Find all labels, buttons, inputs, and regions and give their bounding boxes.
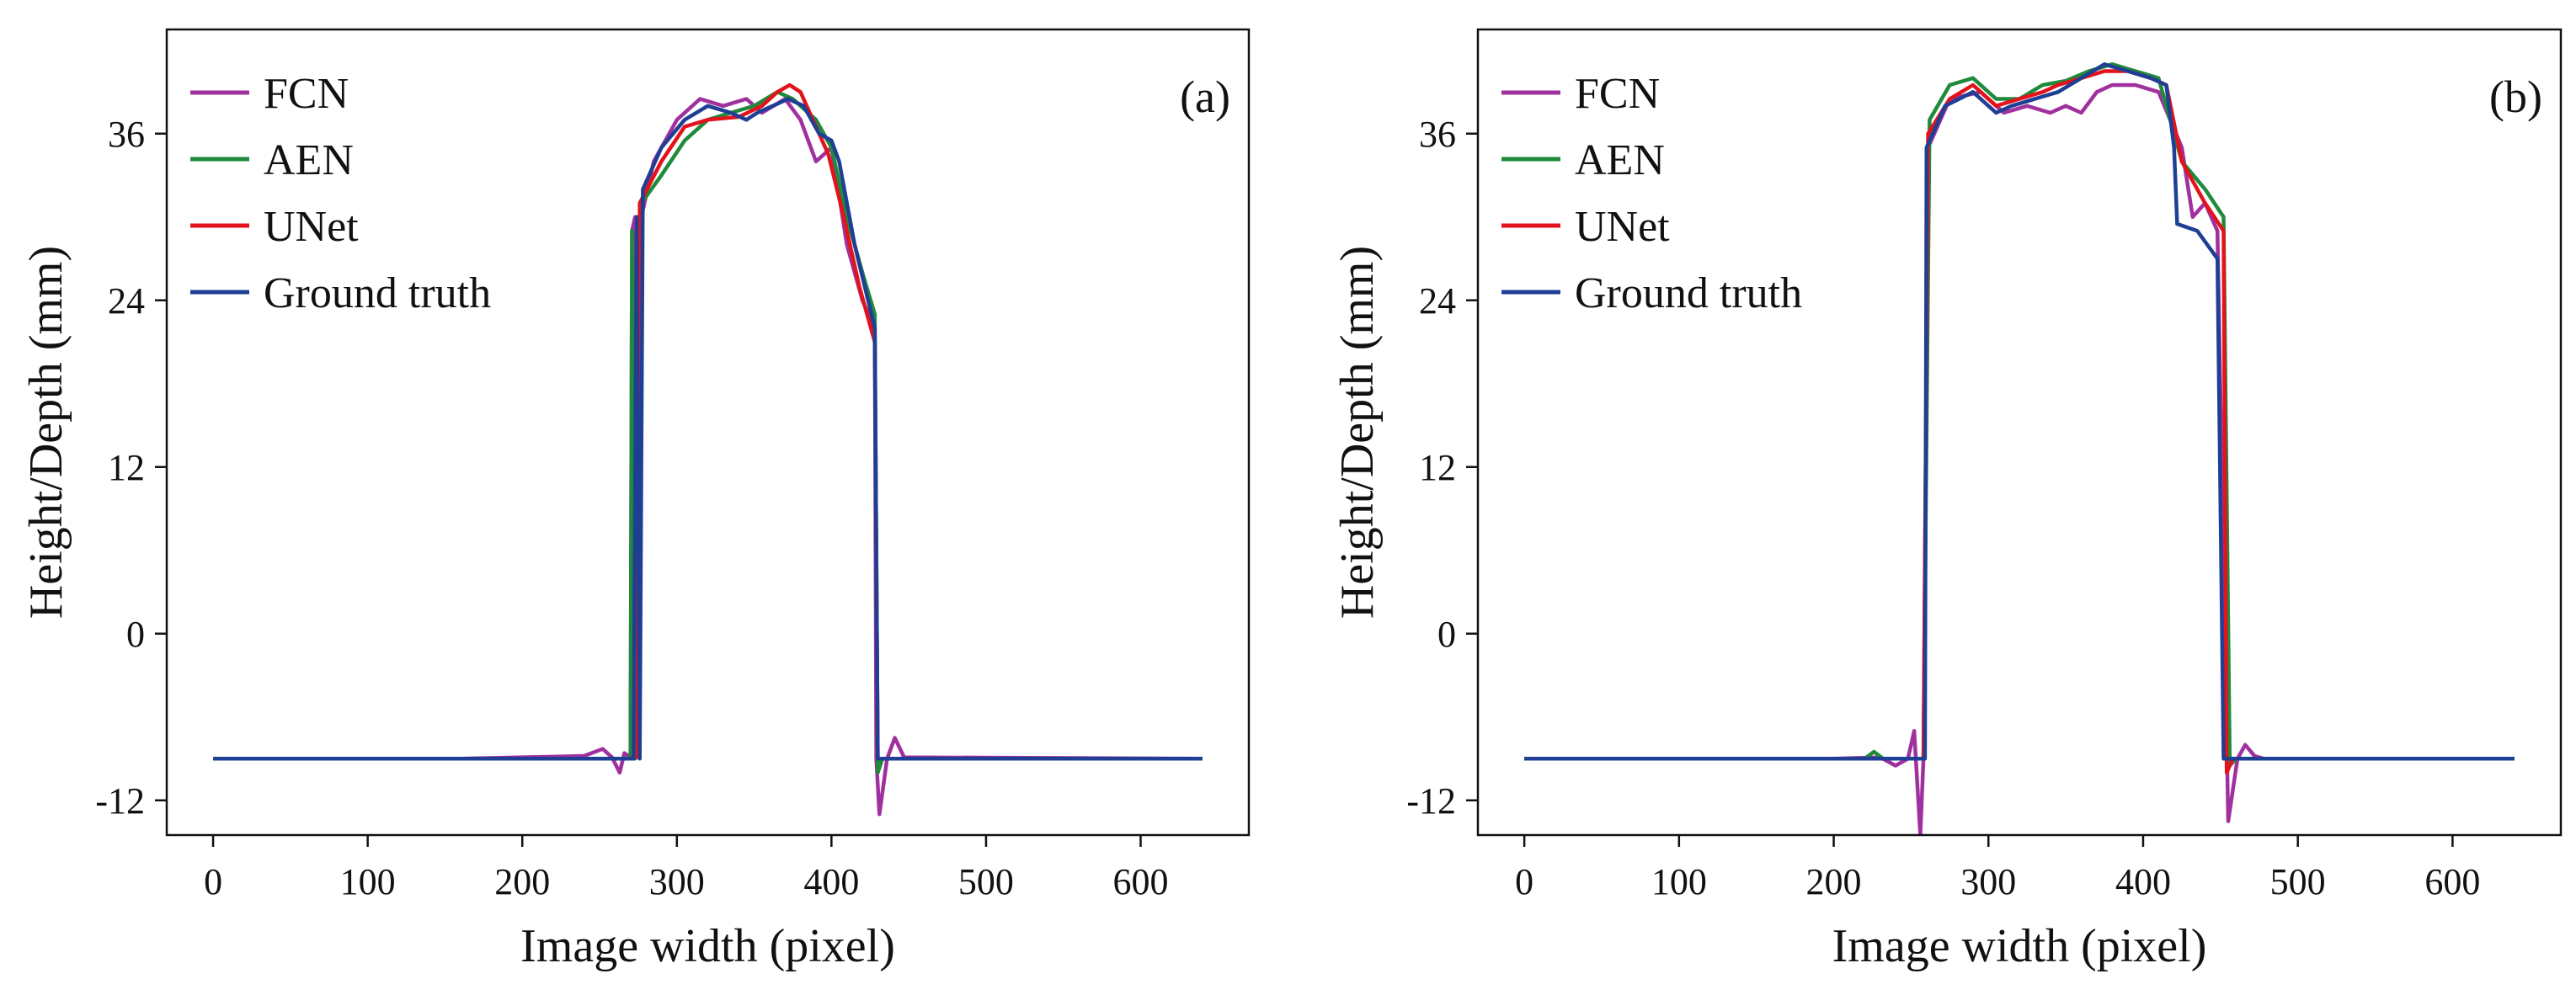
x-tick-label: 400 <box>2115 861 2171 902</box>
x-axis-label: Image width (pixel) <box>520 920 895 972</box>
x-tick-label: 300 <box>649 861 705 902</box>
series-line-unet <box>213 82 1203 761</box>
x-tick-label: 500 <box>958 861 1014 902</box>
y-tick-label: -12 <box>95 780 145 822</box>
y-axis-label: Height/Depth (mm) <box>20 246 72 619</box>
y-tick-label: 0 <box>126 614 145 655</box>
legend-entry: FCN <box>264 70 349 118</box>
y-tick-label: 0 <box>1437 614 1456 655</box>
panel-label: (b) <box>2489 72 2542 122</box>
chart-panel-b: 0 100 200 300 400 500 600 -12 0 12 24 36 Image width… <box>1331 28 2563 972</box>
legend-entry: UNet <box>1575 203 1670 251</box>
x-tick-label: 400 <box>803 861 859 902</box>
x-tick-label: 600 <box>2424 861 2480 902</box>
legend-entry: Ground truth <box>1575 269 1802 317</box>
legend: FCN AEN UNet Ground truth <box>1501 70 1802 317</box>
x-tick-label: 100 <box>340 861 396 902</box>
plot-frame <box>1476 28 2563 837</box>
y-axis-label: Height/Depth (mm) <box>1331 246 1384 619</box>
y-tick-label: 36 <box>1419 114 1456 155</box>
x-tick-label: 300 <box>1960 861 2016 902</box>
legend-entry: Ground truth <box>264 269 491 317</box>
x-tick-label: 0 <box>204 861 222 902</box>
legend-entry: FCN <box>1575 70 1660 118</box>
legend-entry: UNet <box>264 203 359 251</box>
x-tick-label: 500 <box>2270 861 2326 902</box>
x-tick-label: 200 <box>494 861 550 902</box>
y-tick-label: 12 <box>1419 447 1456 488</box>
y-tick-label: -12 <box>1406 780 1456 822</box>
x-axis-label: Image width (pixel) <box>1832 920 2207 972</box>
plot-frame <box>165 28 1251 837</box>
legend-entry: AEN <box>264 136 354 184</box>
y-tick-label: 24 <box>108 280 145 322</box>
x-tick-label: 600 <box>1113 861 1169 902</box>
chart-panel-a: 0 100 200 300 400 500 600 -12 0 12 24 36 Image width… <box>20 28 1251 972</box>
panel-label: (a) <box>1180 72 1230 122</box>
legend: FCN AEN UNet Ground truth <box>190 70 491 317</box>
x-tick-label: 0 <box>1515 861 1533 902</box>
series-line-ground-truth <box>213 97 1203 761</box>
y-tick-label: 36 <box>108 114 145 155</box>
y-tick-label: 24 <box>1419 280 1456 322</box>
legend-entry: AEN <box>1575 136 1665 184</box>
series-line-unet <box>1524 69 2515 775</box>
series-line-ground-truth <box>1524 62 2515 761</box>
y-tick-label: 12 <box>108 447 145 488</box>
x-tick-label: 100 <box>1651 861 1707 902</box>
x-tick-label: 200 <box>1806 861 1862 902</box>
